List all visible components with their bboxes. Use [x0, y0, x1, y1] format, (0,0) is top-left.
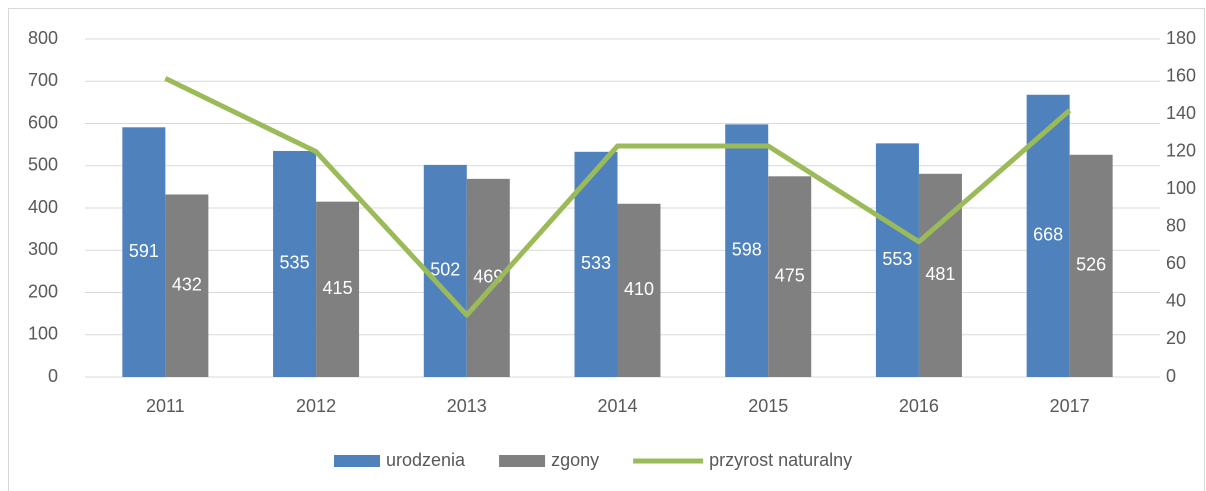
- bar: [875, 143, 919, 377]
- y2-tick-label: 0: [1166, 366, 1176, 386]
- bar: [768, 176, 812, 377]
- y2-tick-label: 80: [1166, 216, 1186, 236]
- data-label: 533: [581, 253, 611, 273]
- y-tick-label: 600: [28, 112, 58, 132]
- y2-tick-label: 60: [1166, 253, 1186, 273]
- line: [164, 76, 1072, 318]
- y-tick-label: 300: [28, 239, 58, 259]
- y-tick-label: 800: [28, 28, 58, 48]
- bar: [122, 127, 166, 378]
- bar: [423, 164, 467, 377]
- legend-label: urodzenia: [386, 450, 466, 470]
- legend-swatch: [499, 455, 546, 467]
- data-label: 410: [624, 279, 654, 299]
- x-tick-label: 2017: [1050, 396, 1090, 416]
- bar: [1069, 154, 1113, 377]
- bar: [617, 203, 661, 377]
- data-label: 481: [925, 264, 955, 284]
- data-label: 598: [732, 239, 762, 259]
- x-tick-label: 2016: [899, 396, 939, 416]
- data-label: 591: [129, 241, 159, 261]
- y2-tick-label: 100: [1166, 178, 1196, 198]
- x-tick-label: 2014: [597, 396, 637, 416]
- data-label: 553: [882, 249, 912, 269]
- legend-label: przyrost naturalny: [709, 450, 852, 470]
- bar: [725, 124, 769, 377]
- y-tick-label: 500: [28, 155, 58, 175]
- y2-tick-label: 180: [1166, 28, 1196, 48]
- legend-label: zgony: [551, 450, 599, 470]
- data-label: 432: [172, 274, 202, 294]
- bar: [316, 201, 360, 377]
- data-label: 475: [775, 265, 805, 285]
- y-tick-label: 200: [28, 281, 58, 301]
- chart-frame: [8, 8, 1205, 491]
- y2-tick-label: 120: [1166, 140, 1196, 160]
- x-tick-label: 2012: [296, 396, 336, 416]
- data-label: 526: [1076, 255, 1106, 275]
- legend-swatch: [334, 455, 380, 467]
- data-label: 415: [323, 278, 353, 298]
- bar: [273, 150, 317, 377]
- y2-tick-label: 20: [1166, 328, 1186, 348]
- y2-tick-label: 40: [1166, 291, 1186, 311]
- data-label: 668: [1033, 225, 1063, 245]
- bar: [165, 194, 209, 377]
- y-tick-label: 400: [28, 197, 58, 217]
- y-tick-label: 100: [28, 324, 58, 344]
- x-tick-label: 2013: [447, 396, 487, 416]
- data-label: 502: [430, 260, 460, 280]
- x-tick-label: 2015: [748, 396, 788, 416]
- y-tick-label: 0: [48, 366, 58, 386]
- data-label: 535: [280, 253, 310, 273]
- y2-tick-label: 140: [1166, 103, 1196, 123]
- x-tick-label: 2011: [146, 396, 185, 416]
- y2-tick-label: 160: [1166, 65, 1196, 85]
- y-tick-label: 700: [28, 70, 58, 90]
